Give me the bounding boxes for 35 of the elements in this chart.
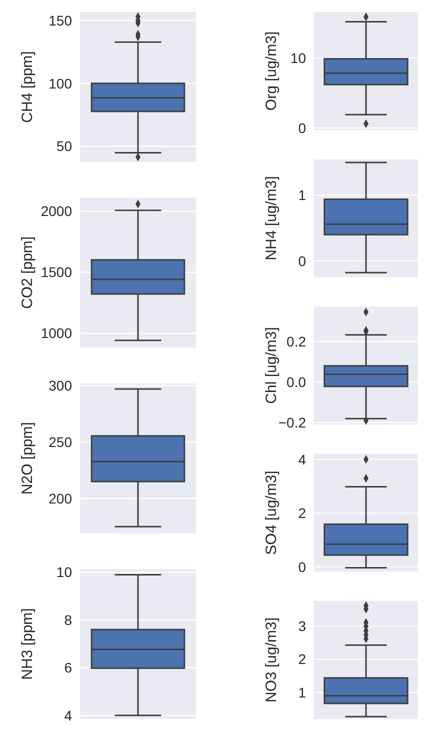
y-axis-title: NH4 [ug/m3] — [263, 176, 280, 260]
y-tick-label: 1500 — [40, 264, 72, 280]
y-tick-label: 0 — [298, 252, 306, 269]
y-tick-label: 8 — [64, 612, 72, 628]
y-tick-label: 1 — [298, 684, 306, 700]
y-axis-title: NH3 [ppm] — [19, 608, 36, 680]
y-axis-title: N2O [ppm] — [19, 422, 36, 495]
y-tick-label: 150 — [48, 12, 72, 28]
y-tick-label: 2 — [298, 505, 306, 522]
y-tick-label: 6 — [64, 660, 72, 676]
y-tick-label: 1000 — [40, 325, 72, 342]
y-tick-label: 0 — [298, 558, 306, 575]
y-axis-title: CO2 [ppm] — [19, 236, 36, 309]
y-tick-label: 50 — [56, 138, 72, 154]
y-tick-label: −0.2 — [278, 414, 306, 430]
y-axis-title: SO4 [ug/m3] — [263, 470, 280, 555]
y-tick-label: 2000 — [40, 203, 72, 220]
y-axis-title: Chl [ug/m3] — [263, 327, 280, 404]
y-tick-label: 4 — [298, 451, 306, 468]
y-tick-label: 0.2 — [286, 333, 306, 350]
y-tick-label: 300 — [48, 377, 72, 394]
y-tick-label: 1 — [298, 187, 306, 204]
y-axis-title: Org [ug/m3] — [263, 31, 280, 111]
y-tick-label: 10 — [290, 50, 306, 66]
y-tick-label: 4 — [64, 707, 72, 724]
y-tick-label: 10 — [56, 564, 72, 580]
y-tick-label: 2 — [298, 651, 306, 668]
y-axis-title: CH4 [ppm] — [19, 51, 36, 123]
y-tick-label: 250 — [48, 434, 72, 450]
y-tick-label: 3 — [298, 618, 306, 634]
y-tick-label: 200 — [48, 490, 72, 506]
y-tick-label: 0.0 — [286, 374, 306, 390]
y-axis-title: NO3 [ug/m3] — [263, 617, 280, 703]
y-tick-label: 0 — [298, 120, 306, 136]
y-tick-label: 100 — [48, 75, 72, 92]
